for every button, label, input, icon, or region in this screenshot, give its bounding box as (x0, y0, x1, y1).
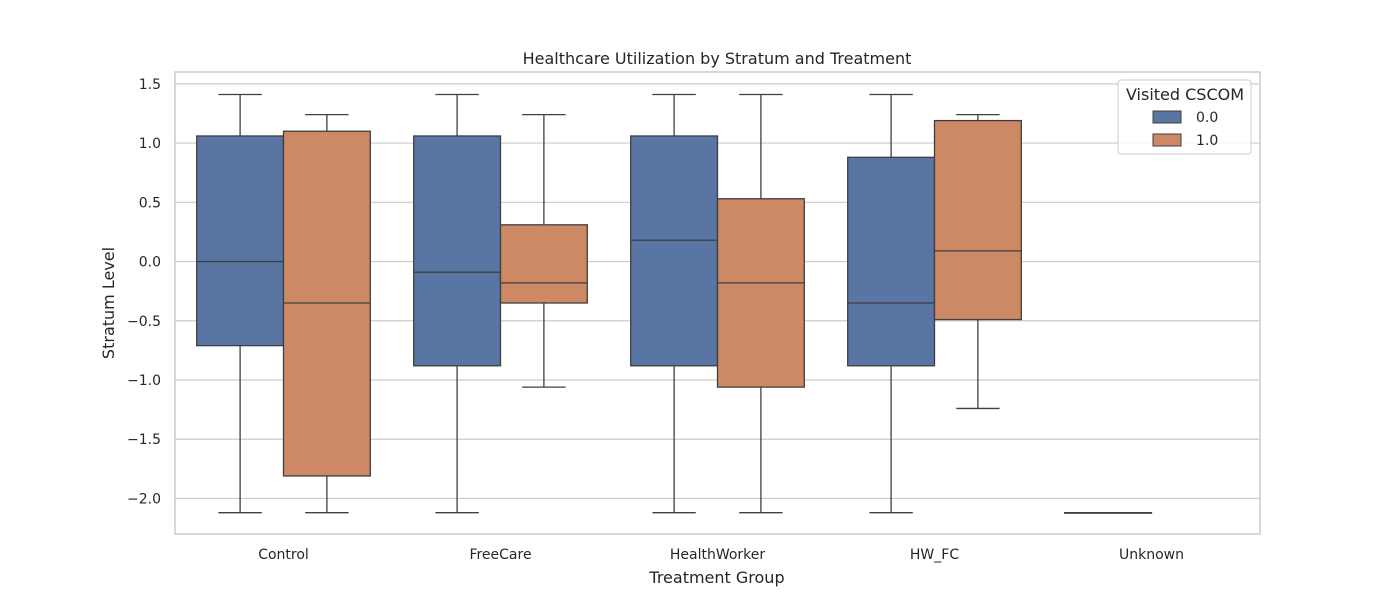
box-iqr (847, 156, 936, 367)
box-control-series-0 (196, 93, 285, 514)
legend-label: 1.0 (1196, 133, 1218, 149)
y-tick-label: −1.0 (127, 373, 161, 389)
legend-label: 0.0 (1196, 110, 1218, 126)
x-axis-label: Treatment Group (648, 568, 784, 587)
box-freecare-series-1 (499, 113, 588, 388)
box-freecare-series-0 (413, 93, 502, 514)
y-tick-label: −2.0 (127, 491, 161, 507)
box-iqr (413, 135, 502, 367)
y-tick-label: 1.0 (139, 136, 161, 152)
legend-items: 0.01.0 (1152, 110, 1218, 149)
y-tick-label: 0.0 (139, 255, 161, 271)
box-iqr (196, 135, 285, 347)
legend-frame (1117, 79, 1252, 155)
box-healthworker-series-0 (630, 93, 719, 514)
box-hw-fc-series-1 (933, 113, 1022, 410)
x-tick-labels: Control FreeCare HealthWorker HW_FC Unknown (258, 547, 1184, 563)
y-tick-label: −0.5 (127, 314, 161, 330)
box-unknown-series-0 (1064, 512, 1153, 514)
y-tick-label: 0.5 (139, 195, 161, 211)
chart-title: Healthcare Utilization by Stratum and Tr… (523, 49, 912, 68)
x-tick-label: FreeCare (469, 547, 531, 563)
box-control-series-1 (282, 113, 371, 514)
box-healthworker-series-1 (716, 93, 805, 514)
legend-swatch (1152, 110, 1182, 124)
box-layer (196, 93, 1153, 514)
box-iqr (933, 119, 1022, 321)
x-tick-label: Unknown (1119, 547, 1184, 563)
box-hw-fc-series-0 (847, 93, 936, 514)
legend-title: Visited CSCOM (1126, 85, 1244, 104)
box-iqr (716, 198, 805, 388)
y-tick-label: 1.5 (139, 77, 161, 93)
y-tick-label: −1.5 (127, 432, 161, 448)
legend: Visited CSCOM 0.01.0 (1117, 79, 1252, 155)
y-axis-label: Stratum Level (99, 247, 118, 359)
plot-frame (174, 71, 1261, 535)
x-tick-label: HealthWorker (670, 547, 766, 563)
box-iqr (630, 135, 719, 367)
legend-swatch (1152, 133, 1182, 147)
x-tick-label: Control (258, 547, 309, 563)
box-iqr (499, 224, 588, 304)
x-tick-label: HW_FC (910, 547, 959, 563)
y-tick-labels: 1.5 1.0 0.5 0.0 −0.5 −1.0 −1.5 −2.0 (127, 77, 161, 508)
